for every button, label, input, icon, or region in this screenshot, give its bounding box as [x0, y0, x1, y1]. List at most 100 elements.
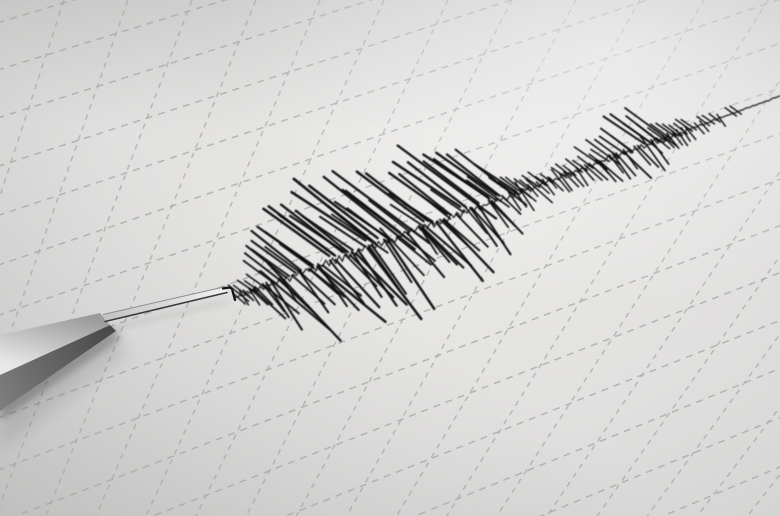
trace-stroke [580, 164, 595, 181]
trace-stroke [525, 178, 553, 204]
trace-stroke [334, 258, 381, 309]
trace-stroke [671, 130, 684, 146]
trace-stroke [684, 125, 697, 141]
trace-stroke [435, 151, 498, 197]
trace-stroke [655, 137, 671, 150]
trace-stroke [555, 163, 573, 178]
trace-stroke [265, 281, 290, 319]
trace-stroke [357, 249, 398, 307]
trace-stroke [391, 160, 462, 208]
trace-stroke [245, 273, 267, 290]
trace-stroke [330, 213, 389, 254]
trace-stroke [354, 252, 408, 306]
trace-stroke [299, 271, 336, 306]
needle-bottom-edge [104, 291, 228, 323]
trace-stroke [638, 133, 666, 172]
trace-stroke [254, 285, 274, 306]
trace-stroke [583, 164, 603, 182]
trace-stroke [279, 243, 315, 270]
trace-stroke [290, 190, 367, 242]
trace-stroke [421, 195, 452, 220]
trace-stroke [680, 118, 698, 131]
trace-stroke [442, 218, 481, 252]
trace-stroke [647, 127, 667, 142]
trace-stroke [419, 226, 459, 266]
trace-stroke [477, 204, 512, 256]
trace-stroke [307, 184, 379, 240]
trace-stroke [250, 229, 302, 272]
trace-stroke [499, 176, 524, 194]
trace-stroke [527, 183, 539, 198]
trace-stroke [262, 207, 331, 258]
trace-stroke [598, 135, 627, 155]
trace-stroke [577, 155, 594, 170]
seismogram-trace [227, 95, 780, 342]
trace-stroke [622, 122, 653, 145]
needle-shadow [109, 299, 230, 331]
trace-stroke [350, 250, 383, 298]
trace-stroke [327, 205, 377, 245]
trace-stroke [355, 170, 425, 223]
trace-stroke [233, 293, 247, 305]
trace-stroke [264, 230, 315, 267]
pen-needle [103, 287, 228, 321]
trace-stroke [501, 194, 522, 215]
pen-tip-hook [221, 286, 237, 302]
trace-stroke [443, 219, 495, 274]
trace-stroke [395, 236, 432, 266]
trace-stroke [319, 268, 387, 324]
trace-stroke [558, 172, 573, 192]
trace-stroke [650, 138, 670, 165]
trace-stroke [622, 150, 653, 180]
trace-stroke [729, 105, 743, 115]
trace-stroke [430, 188, 465, 214]
trace-stroke [309, 268, 346, 298]
trace-stroke [445, 153, 501, 198]
trace-stroke [370, 243, 407, 295]
trace-stroke [551, 169, 571, 193]
trace-stroke [490, 199, 524, 235]
trace-stroke [575, 166, 589, 187]
trace-stroke [724, 107, 738, 117]
trace-stroke [249, 287, 269, 306]
trace-stroke [636, 144, 660, 168]
trace-stroke [590, 148, 610, 163]
trace-stroke [593, 138, 620, 159]
trace-stroke [572, 159, 588, 172]
trace-stroke [288, 214, 346, 253]
trace-stroke [406, 161, 468, 209]
trace-stroke [435, 221, 485, 283]
trace-stroke [465, 207, 488, 235]
trace-stroke [699, 120, 710, 133]
trace-stroke [666, 132, 680, 150]
trace-stroke [597, 159, 624, 182]
trace-stroke [655, 122, 677, 138]
trace-stroke [527, 171, 547, 187]
trace-stroke [497, 181, 520, 196]
trace-stroke [546, 176, 558, 189]
trace-stroke [611, 153, 632, 180]
trace-stroke [387, 171, 449, 215]
trace-stroke [716, 113, 727, 127]
trace-stroke [432, 157, 491, 200]
trace-stroke [466, 175, 510, 208]
trace-stroke [602, 115, 646, 145]
trace-stroke [661, 123, 680, 137]
trace-stroke [250, 248, 291, 278]
trace-stroke [259, 270, 331, 331]
trace-stroke [405, 231, 446, 279]
trace-stroke [473, 163, 517, 193]
trace-stroke [636, 123, 661, 144]
trace-stroke [514, 181, 535, 212]
trace-stroke [242, 289, 255, 302]
trace-stroke [346, 207, 390, 241]
trace-stroke [696, 115, 711, 127]
trace-stroke [368, 199, 411, 233]
trace-stroke [596, 159, 617, 183]
trace-stroke [301, 215, 354, 252]
trace-stroke [507, 191, 522, 211]
trace-stroke [674, 118, 694, 132]
trace-stroke [649, 123, 672, 140]
